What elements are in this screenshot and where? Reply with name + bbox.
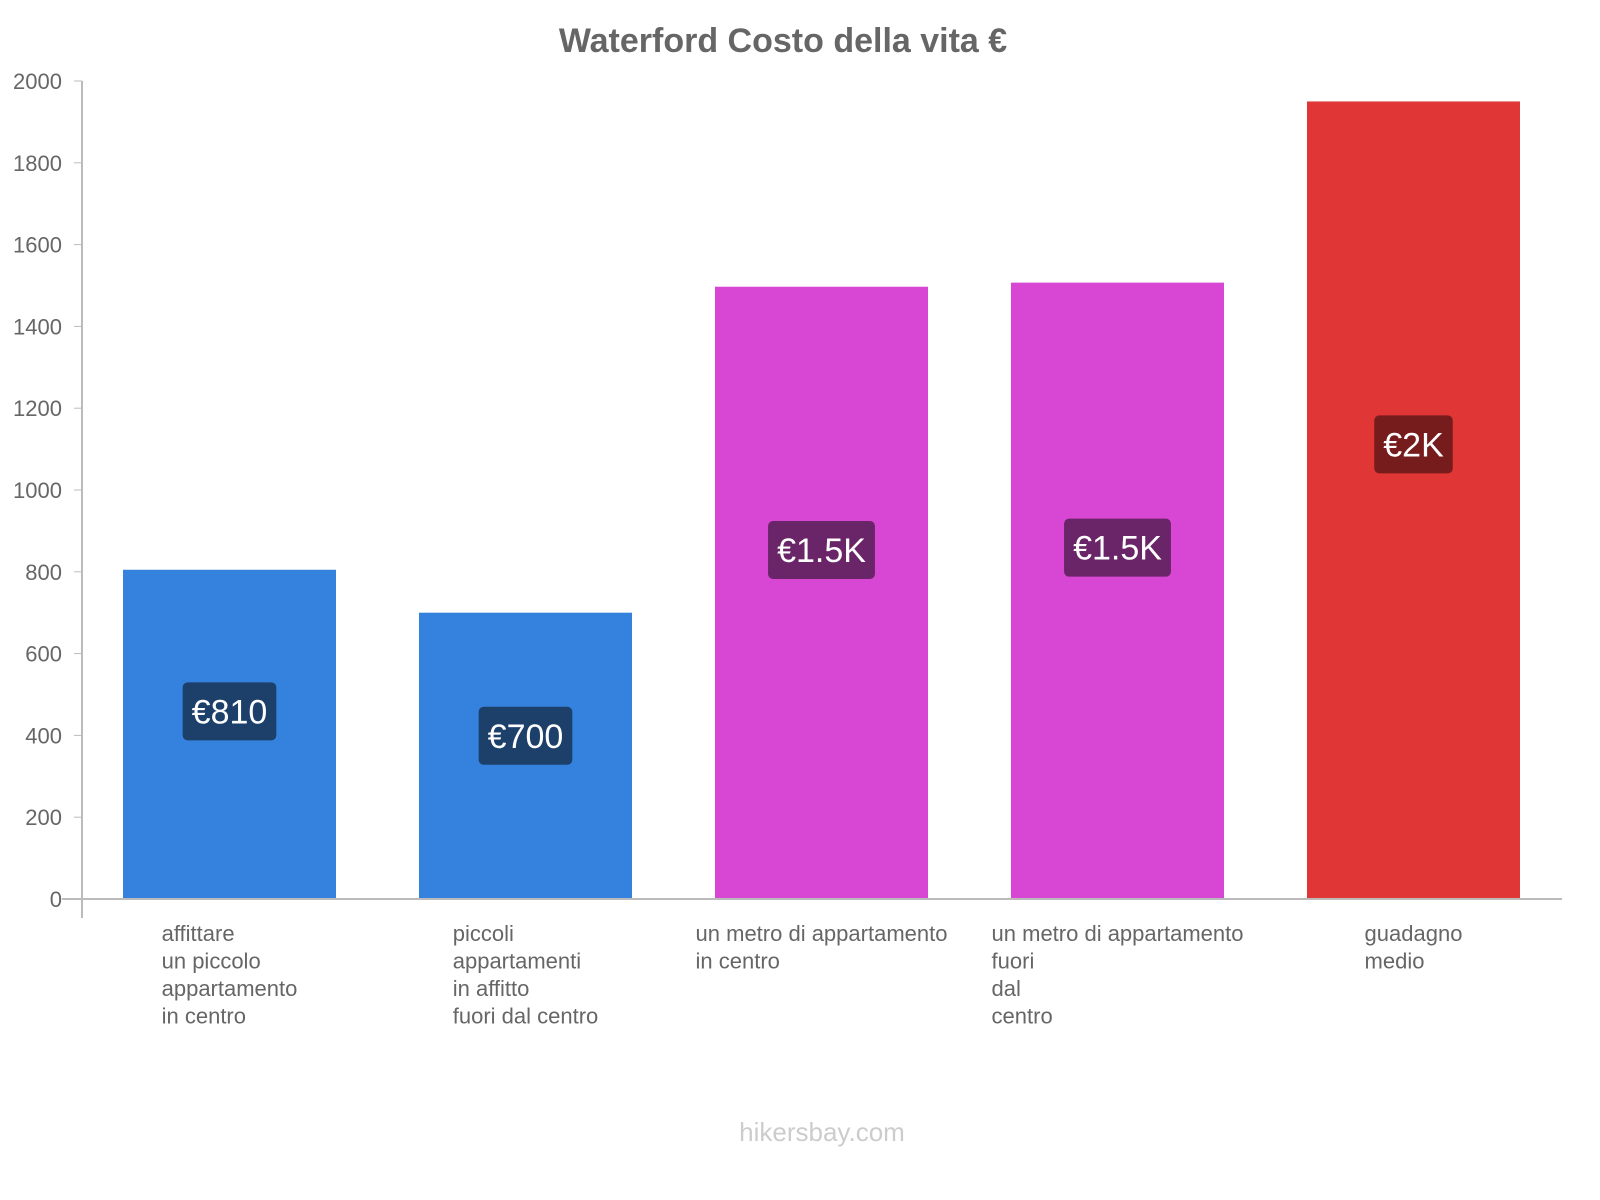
data-label-background: [1374, 415, 1453, 474]
data-label-background: [1064, 518, 1171, 577]
data-label-text: €2K: [1383, 426, 1444, 464]
category-label-line: in centro: [162, 1004, 246, 1029]
data-label: €700: [478, 706, 573, 765]
y-tick-label: 1200: [13, 396, 62, 421]
y-tick-label: 1400: [13, 314, 62, 339]
y-tick-label: 0: [50, 887, 62, 912]
data-label-text: €1.5K: [1073, 530, 1162, 568]
data-label-background: [478, 706, 573, 765]
y-tick-label: 800: [25, 560, 62, 585]
category-label-line: in centro: [696, 949, 780, 974]
bar: [1011, 282, 1224, 900]
footer-watermark: hikersbay.com: [739, 1117, 905, 1147]
y-tick-label: 2000: [13, 69, 62, 94]
data-label: €1.5K: [1064, 518, 1171, 577]
category-label-line: affittare: [162, 921, 235, 946]
y-tick-label: 1800: [13, 151, 62, 176]
data-label-background: [768, 521, 875, 580]
y-tick-label: 600: [25, 642, 62, 667]
bar: [715, 286, 928, 899]
category-label-line: piccoli: [453, 921, 514, 946]
category-label-line: in affitto: [453, 976, 530, 1001]
category-label-line: fuori dal centro: [453, 1004, 599, 1029]
category-label-line: medio: [1365, 949, 1425, 974]
data-label: €810: [182, 682, 277, 741]
y-axis: 0 200 400 600 800 1000 1200 1400 1600 1800 2000: [13, 69, 82, 912]
category-label-line: appartamento: [162, 976, 298, 1001]
y-tick-label: 400: [25, 723, 62, 748]
category-label-line: fuori: [992, 949, 1035, 974]
category-label-line: un metro di appartamento: [696, 921, 948, 946]
data-label-text: €810: [192, 693, 268, 731]
category-label-line: appartamenti: [453, 949, 581, 974]
y-tick-label: 200: [25, 805, 62, 830]
data-label-background: [182, 682, 277, 741]
category-label-line: guadagno: [1365, 921, 1463, 946]
data-label-text: €1.5K: [777, 532, 866, 570]
y-tick-label: 1000: [13, 478, 62, 503]
y-tick-label: 1600: [13, 233, 62, 258]
data-label: €2K: [1374, 415, 1453, 474]
data-label: €1.5K: [768, 521, 875, 580]
bar: [1307, 101, 1520, 899]
category-label-line: un piccolo: [162, 949, 261, 974]
category-label-line: un metro di appartamento: [992, 921, 1244, 946]
category-label-line: centro: [992, 1004, 1053, 1029]
category-label: un metro di appartamento in centro: [696, 921, 948, 974]
chart-title: Waterford Costo della vita €: [559, 22, 1007, 60]
category-label: guadagno medio: [1365, 921, 1463, 974]
category-label-line: dal: [992, 976, 1021, 1001]
data-label-text: €700: [488, 718, 564, 756]
bars: €810 €700 €1.5K €1.5K €2K: [123, 101, 1520, 900]
